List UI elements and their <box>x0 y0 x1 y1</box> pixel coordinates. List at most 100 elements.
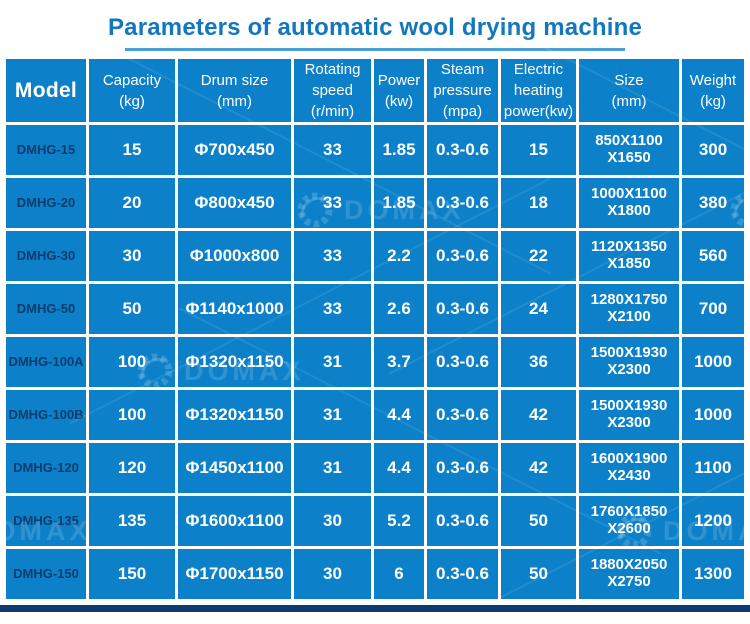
cell-capacity: 100 <box>89 337 175 387</box>
cell-drum: Φ1000x800 <box>178 231 291 281</box>
cell-heating: 50 <box>501 496 576 546</box>
cell-heating: 24 <box>501 284 576 334</box>
cell-steam: 0.3-0.6 <box>427 231 498 281</box>
cell-weight: 1200 <box>682 496 744 546</box>
cell-model: DMHG-30 <box>6 231 86 281</box>
cell-drum: Φ700x450 <box>178 125 291 175</box>
cell-weight: 1000 <box>682 390 744 440</box>
cell-heating: 18 <box>501 178 576 228</box>
cell-speed: 33 <box>294 178 371 228</box>
cell-heating: 42 <box>501 443 576 493</box>
cell-size: 1000X1100 X1800 <box>579 178 679 228</box>
cell-size: 1120X1350 X1850 <box>579 231 679 281</box>
cell-power: 1.85 <box>374 178 424 228</box>
column-header-weight: Weight (kg) <box>682 59 744 122</box>
cell-steam: 0.3-0.6 <box>427 443 498 493</box>
cell-drum: Φ1600x1100 <box>178 496 291 546</box>
cell-steam: 0.3-0.6 <box>427 390 498 440</box>
cell-power: 6 <box>374 549 424 599</box>
cell-model: DMHG-50 <box>6 284 86 334</box>
cell-steam: 0.3-0.6 <box>427 337 498 387</box>
cell-model: DMHG-100A <box>6 337 86 387</box>
cell-power: 2.2 <box>374 231 424 281</box>
cell-capacity: 30 <box>89 231 175 281</box>
cell-capacity: 135 <box>89 496 175 546</box>
cell-drum: Φ800x450 <box>178 178 291 228</box>
column-header-steam: Steam pressure (mpa) <box>427 59 498 122</box>
cell-capacity: 150 <box>89 549 175 599</box>
cell-size: 1760X1850 X2600 <box>579 496 679 546</box>
cell-speed: 33 <box>294 231 371 281</box>
cell-drum: Φ1450x1100 <box>178 443 291 493</box>
cell-weight: 1300 <box>682 549 744 599</box>
cell-drum: Φ1320x1150 <box>178 337 291 387</box>
cell-steam: 0.3-0.6 <box>427 496 498 546</box>
parameters-table: Model Capacity (kg) Drum size (mm) Rotating… <box>3 56 747 602</box>
cell-capacity: 50 <box>89 284 175 334</box>
cell-model: DMHG-100B <box>6 390 86 440</box>
table-row: DMHG-50 50 Φ1140x1000 33 2.6 0.3-0.6 24 1280X17… <box>6 284 744 334</box>
column-header-model: Model <box>6 59 86 122</box>
cell-capacity: 20 <box>89 178 175 228</box>
table-row: DMHG-100B 100 Φ1320x1150 31 4.4 0.3-0.6 42 1500… <box>6 390 744 440</box>
table-row: DMHG-135 135 Φ1600x1100 30 5.2 0.3-0.6 50 1760X… <box>6 496 744 546</box>
cell-size: 1500X1930 X2300 <box>579 390 679 440</box>
cell-weight: 1000 <box>682 337 744 387</box>
cell-size: 1880X2050 X2750 <box>579 549 679 599</box>
cell-model: DMHG-15 <box>6 125 86 175</box>
cell-model: DMHG-20 <box>6 178 86 228</box>
column-header-capacity: Capacity (kg) <box>89 59 175 122</box>
cell-weight: 700 <box>682 284 744 334</box>
table-row: DMHG-15 15 Φ700x450 33 1.85 0.3-0.6 15 850X1100… <box>6 125 744 175</box>
cell-heating: 42 <box>501 390 576 440</box>
column-header-drum: Drum size (mm) <box>178 59 291 122</box>
cell-model: DMHG-135 <box>6 496 86 546</box>
cell-heating: 15 <box>501 125 576 175</box>
column-header-heating: Electric heating power(kw) <box>501 59 576 122</box>
column-header-size: Size (mm) <box>579 59 679 122</box>
cell-speed: 30 <box>294 549 371 599</box>
cell-weight: 560 <box>682 231 744 281</box>
title-underline <box>125 48 625 51</box>
cell-speed: 30 <box>294 496 371 546</box>
cell-capacity: 15 <box>89 125 175 175</box>
cell-drum: Φ1140x1000 <box>178 284 291 334</box>
cell-power: 4.4 <box>374 390 424 440</box>
cell-speed: 31 <box>294 337 371 387</box>
cell-size: 1500X1930 X2300 <box>579 337 679 387</box>
cell-speed: 33 <box>294 284 371 334</box>
table-row: DMHG-120 120 Φ1450x1100 31 4.4 0.3-0.6 42 1600X… <box>6 443 744 493</box>
cell-speed: 33 <box>294 125 371 175</box>
cell-size: 1280X1750 X2100 <box>579 284 679 334</box>
bottom-bar <box>0 605 750 612</box>
cell-steam: 0.3-0.6 <box>427 549 498 599</box>
table-row: DMHG-150 150 Φ1700x1150 30 6 0.3-0.6 50 1880X20… <box>6 549 744 599</box>
column-header-power: Power (kw) <box>374 59 424 122</box>
table-row: DMHG-100A 100 Φ1320x1150 31 3.7 0.3-0.6 36 1500… <box>6 337 744 387</box>
table-body: DMHG-15 15 Φ700x450 33 1.85 0.3-0.6 15 850X1100… <box>6 125 744 599</box>
cell-steam: 0.3-0.6 <box>427 178 498 228</box>
cell-drum: Φ1320x1150 <box>178 390 291 440</box>
cell-power: 2.6 <box>374 284 424 334</box>
cell-speed: 31 <box>294 390 371 440</box>
cell-weight: 300 <box>682 125 744 175</box>
cell-speed: 31 <box>294 443 371 493</box>
table-header-row: Model Capacity (kg) Drum size (mm) Rotating… <box>6 59 744 122</box>
cell-capacity: 120 <box>89 443 175 493</box>
cell-weight: 380 <box>682 178 744 228</box>
table-row: DMHG-30 30 Φ1000x800 33 2.2 0.3-0.6 22 1120X135… <box>6 231 744 281</box>
table-row: DMHG-20 20 Φ800x450 33 1.85 0.3-0.6 18 1000X110… <box>6 178 744 228</box>
cell-model: DMHG-150 <box>6 549 86 599</box>
cell-power: 5.2 <box>374 496 424 546</box>
cell-size: 850X1100 X1650 <box>579 125 679 175</box>
page-title: Parameters of automatic wool drying mach… <box>107 14 643 41</box>
cell-power: 1.85 <box>374 125 424 175</box>
cell-size: 1600X1900 X2430 <box>579 443 679 493</box>
cell-drum: Φ1700x1150 <box>178 549 291 599</box>
title-block: Parameters of automatic wool drying mach… <box>0 0 750 51</box>
cell-heating: 36 <box>501 337 576 387</box>
cell-model: DMHG-120 <box>6 443 86 493</box>
column-header-speed: Rotating speed (r/min) <box>294 59 371 122</box>
cell-heating: 50 <box>501 549 576 599</box>
cell-power: 4.4 <box>374 443 424 493</box>
